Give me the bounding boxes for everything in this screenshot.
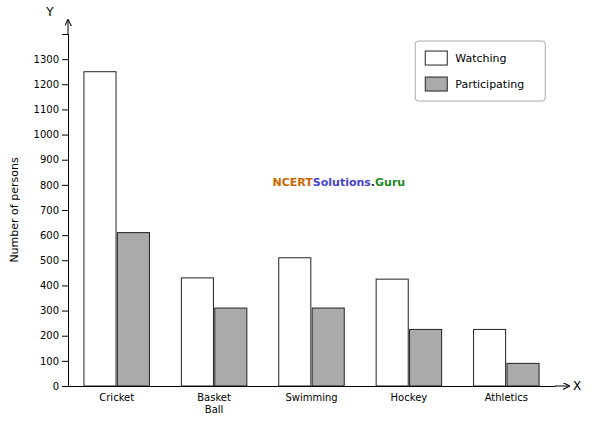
legend-label: Watching — [455, 52, 506, 65]
x-axis-line — [69, 386, 556, 387]
y-tick-label: 1300 — [34, 54, 59, 65]
y-tick-mark — [62, 260, 68, 261]
x-tick-label-line: Athletics — [485, 392, 528, 403]
y-tick: 800 — [40, 180, 68, 191]
y-tick: 0 — [53, 381, 68, 392]
bar — [376, 279, 408, 386]
y-tick: 900 — [40, 154, 68, 165]
bars — [84, 72, 539, 386]
legend-swatch — [425, 77, 447, 91]
y-tick-mark — [62, 311, 68, 312]
y-axis-arrow — [68, 20, 69, 34]
y-tick-label: 600 — [40, 230, 59, 241]
x-axis-arrow — [555, 386, 569, 387]
y-tick: 200 — [40, 330, 68, 341]
y-tick-mark — [62, 361, 68, 362]
y-axis: 0 100 200 300 400 500 600 700 800 900 1000 1100 1200… — [34, 35, 69, 392]
legend-swatch — [425, 51, 447, 65]
legend-item: Participating — [425, 77, 524, 91]
x-tick: Hockey — [391, 386, 428, 403]
bar — [312, 308, 344, 386]
x-tick-label: Cricket — [99, 392, 134, 403]
y-tick-label: 1200 — [34, 79, 59, 90]
y-tick-label: 0 — [53, 381, 59, 392]
watermark-part: Solutions — [313, 176, 371, 189]
y-tick-label: 200 — [40, 330, 59, 341]
x-tick-label-line: Swimming — [285, 392, 337, 403]
y-tick: 1300 — [34, 54, 68, 65]
x-tick-label-line: Ball — [205, 404, 224, 415]
watermark-part: Guru — [375, 176, 405, 189]
legend-label: Participating — [455, 78, 524, 91]
bar — [84, 72, 116, 386]
bar — [117, 233, 149, 386]
y-tick-label: 700 — [40, 205, 59, 216]
x-tick-label: Swimming — [285, 392, 337, 403]
y-tick: 1200 — [34, 79, 68, 90]
x-tick-label: Athletics — [485, 392, 528, 403]
y-tick: 100 — [40, 356, 68, 367]
x-tick-label-line: Hockey — [391, 392, 428, 403]
legend: Watching Participating — [415, 41, 545, 101]
y-tick-label: 400 — [40, 280, 59, 291]
y-tick: 600 — [40, 230, 68, 241]
x-tick-label-line: Basket — [197, 392, 231, 403]
x-axis-title: X — [573, 379, 581, 393]
y-tick-mark — [62, 84, 68, 85]
x-tick: Cricket — [99, 386, 134, 403]
y-tick-mark — [62, 285, 68, 286]
y-tick-mark — [62, 59, 68, 60]
chart: 0 100 200 300 400 500 600 700 800 900 1000 1100 1200… — [0, 0, 599, 434]
bar — [410, 329, 442, 386]
watermark-part: NCERT — [273, 176, 314, 189]
y-tick-label: 1000 — [34, 129, 59, 140]
x-tick: Swimming — [285, 386, 337, 403]
y-tick-mark — [62, 135, 68, 136]
y-tick-mark — [62, 185, 68, 186]
y-tick-label: 300 — [40, 305, 59, 316]
x-tick: Athletics — [485, 386, 528, 403]
y-tick-label: 500 — [40, 255, 59, 266]
x-tick-label: BasketBall — [197, 392, 231, 415]
bar — [181, 278, 213, 386]
y-tick: 400 — [40, 280, 68, 291]
y-tick-mark — [62, 109, 68, 110]
x-tick-label: Hockey — [391, 392, 428, 403]
y-tick: 700 — [40, 205, 68, 216]
y-tick-mark — [62, 336, 68, 337]
x-tick: BasketBall — [197, 386, 231, 415]
watermark: NCERTSolutions.Guru — [273, 176, 406, 189]
y-tick: 500 — [40, 255, 68, 266]
y-tick-label: 900 — [40, 154, 59, 165]
legend-item: Watching — [425, 51, 506, 65]
y-axis-line — [62, 35, 69, 387]
legend-frame — [415, 41, 545, 101]
bar — [279, 258, 311, 386]
y-axis-title: Number of persons — [8, 157, 21, 262]
plot: 0 100 200 300 400 500 600 700 800 900 1000 1100 1200… — [8, 5, 581, 415]
y-tick-mark — [62, 210, 68, 211]
y-tick: 1000 — [34, 129, 68, 140]
bar — [215, 308, 247, 386]
y-tick-mark — [62, 235, 68, 236]
bar — [507, 363, 539, 386]
y-tick-label: 1100 — [34, 104, 59, 115]
y-tick-label: 100 — [40, 356, 59, 367]
y-tick: 1100 — [34, 104, 68, 115]
bar — [474, 329, 506, 386]
y-tick-mark — [62, 386, 68, 387]
y-tick: 300 — [40, 305, 68, 316]
x-axis: Cricket BasketBall Swimming Hockey Athletics — [69, 386, 556, 415]
x-tick-label-line: Cricket — [99, 392, 134, 403]
y-tick-label: 800 — [40, 180, 59, 191]
y-axis-annotation: Y — [45, 5, 54, 19]
y-tick-mark — [62, 160, 68, 161]
